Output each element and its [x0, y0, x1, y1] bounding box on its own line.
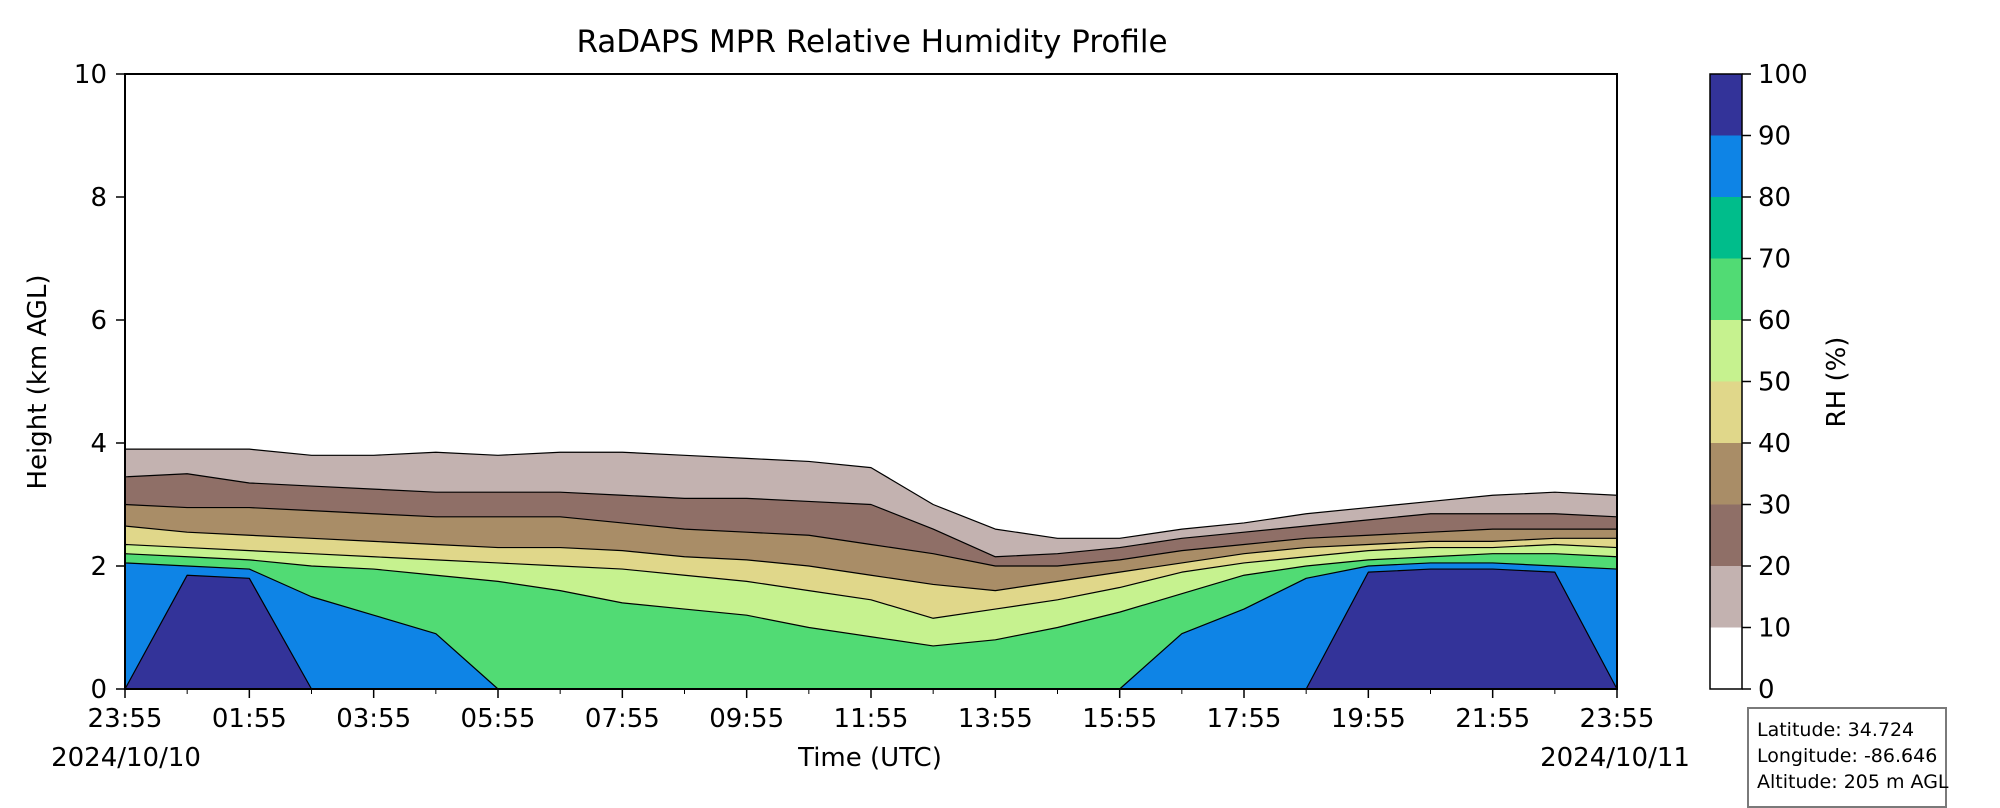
colorbar-tick-label: 30: [1758, 491, 1791, 521]
colorbar-segment: [1710, 566, 1742, 628]
x-tick-label: 23:55: [1580, 704, 1655, 734]
colorbar-tick-label: 90: [1758, 122, 1791, 152]
altitude-text: Altitude: 205 m AGL: [1757, 771, 1949, 793]
colorbar-tick-label: 80: [1758, 183, 1791, 213]
colorbar-tick-label: 40: [1758, 429, 1791, 459]
colorbar-segment: [1710, 443, 1742, 505]
colorbar-label: RH (%): [1822, 337, 1852, 428]
colorbar-tick-label: 0: [1758, 675, 1775, 705]
x-tick-label: 11:55: [834, 704, 909, 734]
colorbar-tick-label: 60: [1758, 306, 1791, 336]
x-tick-label: 03:55: [336, 704, 411, 734]
y-axis-label: Height (km AGL): [23, 274, 53, 489]
latitude-text: Latitude: 34.724: [1757, 719, 1915, 741]
y-tick-label: 2: [90, 552, 107, 582]
x-tick-label: 23:55: [88, 704, 163, 734]
x-tick-label: 01:55: [212, 704, 287, 734]
colorbar-segment: [1710, 627, 1742, 689]
colorbar-tick-label: 100: [1758, 60, 1808, 90]
x-tick-label: 07:55: [585, 704, 660, 734]
contour-plot-area: [124, 448, 1618, 690]
colorbar-segment: [1710, 135, 1742, 197]
x-tick-label: 13:55: [958, 704, 1033, 734]
colorbar-segment: [1710, 504, 1742, 566]
colorbar-segment: [1710, 320, 1742, 382]
axes: 23:55 01:55 03:55 05:55 07:55 09:55 11:55 13:55…: [74, 60, 1655, 734]
y-tick-label: 0: [90, 675, 107, 705]
y-tick-label: 10: [74, 60, 107, 90]
y-tick-label: 6: [90, 306, 107, 336]
station-info-box: Latitude: 34.724 Longitude: -86.646 Alti…: [1747, 707, 1949, 808]
colorbar-segment: [1710, 258, 1742, 320]
x-axis-label: Time (UTC): [797, 743, 942, 773]
y-tick-label: 4: [90, 429, 107, 459]
start-date-label: 2024/10/10: [51, 743, 201, 773]
colorbar-segment: [1710, 197, 1742, 259]
x-tick-label: 21:55: [1455, 704, 1530, 734]
chart-title: RaDAPS MPR Relative Humidity Profile: [576, 24, 1167, 60]
colorbar-segment: [1710, 381, 1742, 443]
colorbar-tick-label: 10: [1758, 614, 1791, 644]
colorbar: 0 10 20 30 40 50 60 70 80 90 100: [1709, 60, 1808, 705]
x-tick-label: 15:55: [1082, 704, 1157, 734]
colorbar-tick-label: 70: [1758, 245, 1791, 275]
y-tick-label: 8: [90, 183, 107, 213]
x-tick-label: 09:55: [709, 704, 784, 734]
end-date-label: 2024/10/11: [1540, 743, 1690, 773]
colorbar-segment: [1710, 74, 1742, 136]
x-tick-label: 19:55: [1331, 704, 1406, 734]
colorbar-tick-label: 50: [1758, 368, 1791, 398]
longitude-text: Longitude: -86.646: [1757, 745, 1938, 767]
x-tick-label: 17:55: [1207, 704, 1282, 734]
x-tick-label: 05:55: [461, 704, 536, 734]
colorbar-tick-label: 20: [1758, 552, 1791, 582]
